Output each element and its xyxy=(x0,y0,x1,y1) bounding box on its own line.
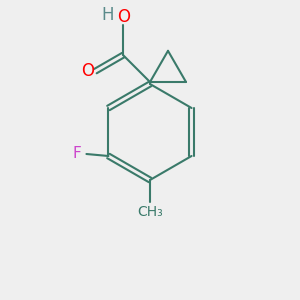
Text: CH₃: CH₃ xyxy=(137,205,163,219)
Text: H: H xyxy=(101,6,113,24)
Text: F: F xyxy=(72,146,81,161)
Text: O: O xyxy=(117,8,130,26)
Text: O: O xyxy=(81,62,94,80)
